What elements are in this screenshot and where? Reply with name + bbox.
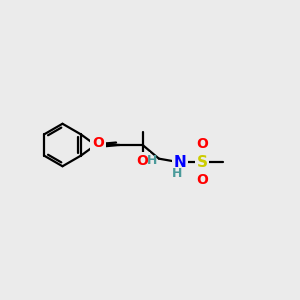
Text: H: H [147,154,157,167]
Text: O: O [196,173,208,187]
Text: N: N [173,155,186,170]
Text: H: H [172,167,182,180]
Text: O: O [196,137,208,151]
Text: O: O [137,154,148,168]
Text: O: O [92,136,104,150]
Text: S: S [197,155,208,170]
